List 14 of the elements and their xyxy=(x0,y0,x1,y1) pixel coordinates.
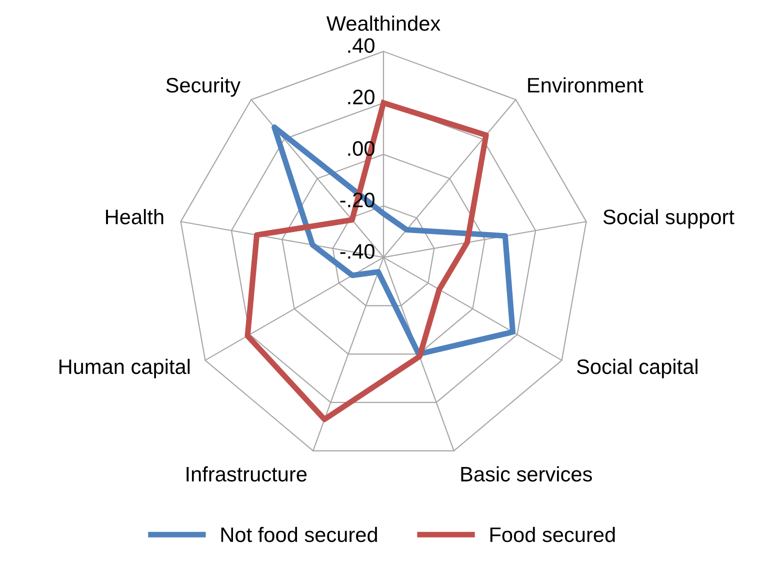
legend-label: Food secured xyxy=(490,526,615,542)
spoke-label: Social support xyxy=(603,209,734,228)
y-tick-label: .40 xyxy=(348,38,374,53)
spoke-label: Social capital xyxy=(577,358,698,378)
spoke-label: Wealthindex xyxy=(326,16,440,31)
spoke-label: Environment xyxy=(528,77,644,93)
spoke-label: Infrastructure xyxy=(186,466,307,482)
spoke-label: Basic services xyxy=(461,466,592,482)
legend-label: Not food secured xyxy=(221,526,377,542)
spoke-label: Health xyxy=(106,209,164,224)
spoke-label: Security xyxy=(166,77,241,97)
y-tick-label: -.40 xyxy=(340,244,374,259)
spoke-label: Human capital xyxy=(59,358,190,378)
y-tick-label: .20 xyxy=(348,90,374,104)
